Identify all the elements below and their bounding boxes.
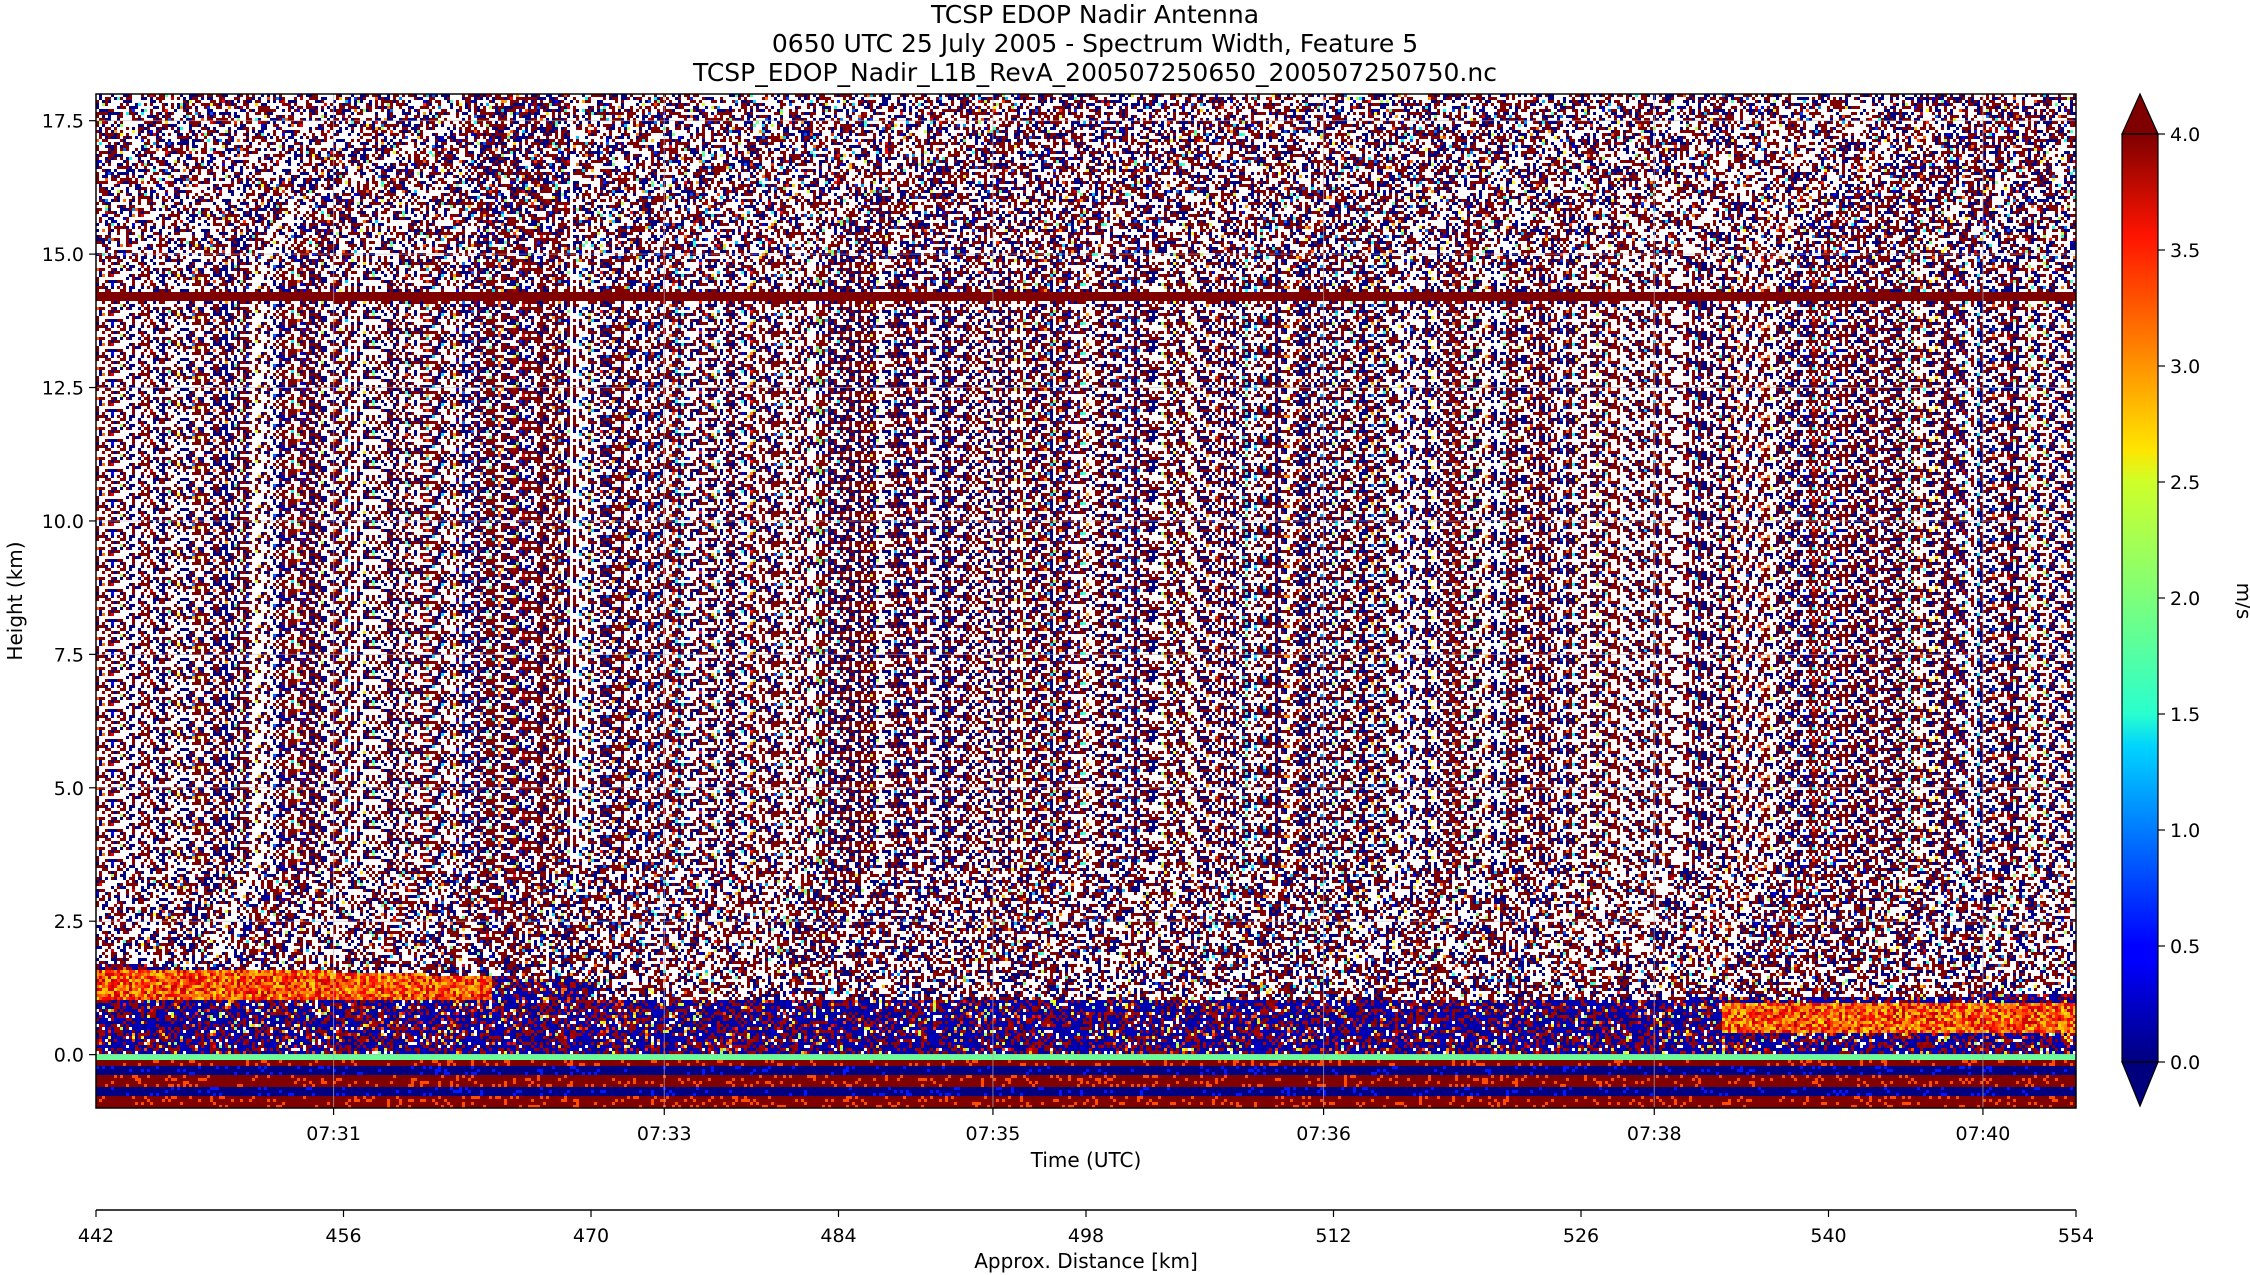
colorbar-tick-label: 2.0 bbox=[2170, 588, 2200, 610]
secondary-x-tick-label: 484 bbox=[820, 1225, 856, 1247]
colorbar-gradient bbox=[2122, 134, 2158, 1062]
x-tick-label: 07:35 bbox=[966, 1123, 1021, 1145]
x-tick-label: 07:36 bbox=[1296, 1123, 1351, 1145]
secondary-x-tick-label: 540 bbox=[1810, 1225, 1846, 1247]
colorbar: 0.0 0.5 1.0 1.5 2.0 2.5 3.0 3.5 4.0 m/s bbox=[2121, 92, 2250, 1108]
y-tick-label: 15.0 bbox=[42, 244, 84, 266]
x-tick-label: 07:31 bbox=[306, 1123, 361, 1145]
secondary-x-tick-label: 512 bbox=[1315, 1225, 1351, 1247]
heatmap-area bbox=[96, 94, 2076, 1108]
colorbar-tick-label: 3.0 bbox=[2170, 356, 2200, 378]
secondary-x-tick-label: 456 bbox=[325, 1225, 361, 1247]
chart-title-line-2: 0650 UTC 25 July 2005 - Spectrum Width, … bbox=[771, 29, 1419, 58]
colorbar-extend-top bbox=[2121, 92, 2159, 135]
y-tick-label: 10.0 bbox=[42, 511, 84, 533]
colorbar-tick-label: 1.5 bbox=[2170, 704, 2200, 726]
x-axis-label: Time (UTC) bbox=[1030, 1148, 1142, 1172]
x-axis: 07:31 07:33 07:35 07:36 07:38 07:40 bbox=[306, 1108, 2010, 1145]
colorbar-tick-label: 0.0 bbox=[2170, 1052, 2200, 1074]
colorbar-tick-label: 2.5 bbox=[2170, 472, 2200, 494]
x-tick-label: 07:33 bbox=[637, 1123, 692, 1145]
colorbar-extend-bottom bbox=[2121, 1061, 2159, 1108]
colorbar-tick-label: 0.5 bbox=[2170, 936, 2200, 958]
secondary-x-tick-label: 526 bbox=[1563, 1225, 1599, 1247]
chart-title-line-1: TCSP EDOP Nadir Antenna bbox=[930, 0, 1260, 29]
secondary-x-tick-label: 554 bbox=[2058, 1225, 2094, 1247]
secondary-x-tick-label: 442 bbox=[78, 1225, 114, 1247]
colorbar-axis: 0.0 0.5 1.0 1.5 2.0 2.5 3.0 3.5 4.0 bbox=[2158, 124, 2200, 1074]
x-tick-label: 07:38 bbox=[1627, 1123, 1682, 1145]
x-tick-label: 07:40 bbox=[1956, 1123, 2011, 1145]
y-tick-label: 2.5 bbox=[54, 911, 84, 933]
secondary-x-axis-label: Approx. Distance [km] bbox=[974, 1249, 1198, 1273]
colorbar-label: m/s bbox=[2232, 583, 2250, 620]
secondary-x-tick-label: 498 bbox=[1068, 1225, 1104, 1247]
y-tick-label: 5.0 bbox=[54, 778, 84, 800]
secondary-x-axis: 442 456 470 484 498 512 526 540 554 bbox=[78, 1209, 2094, 1247]
plot-frame bbox=[95, 93, 2077, 1109]
y-tick-label: 0.0 bbox=[54, 1045, 84, 1067]
y-tick-label: 7.5 bbox=[54, 644, 84, 666]
y-axis-label: Height (km) bbox=[3, 541, 27, 660]
spectrum-width-heatmap bbox=[96, 94, 2076, 1108]
y-tick-label: 12.5 bbox=[42, 378, 84, 400]
y-axis: 0.0 2.5 5.0 7.5 10.0 12.5 15.0 17.5 bbox=[42, 111, 96, 1067]
y-tick-label: 17.5 bbox=[42, 111, 84, 133]
secondary-x-tick-label: 470 bbox=[573, 1225, 609, 1247]
colorbar-tick-label: 4.0 bbox=[2170, 124, 2200, 146]
colorbar-tick-label: 3.5 bbox=[2170, 240, 2200, 262]
grid-lines bbox=[96, 94, 2076, 1108]
chart-title-line-3: TCSP_EDOP_Nadir_L1B_RevA_200507250650_20… bbox=[693, 58, 1497, 87]
colorbar-tick-label: 1.0 bbox=[2170, 820, 2200, 842]
